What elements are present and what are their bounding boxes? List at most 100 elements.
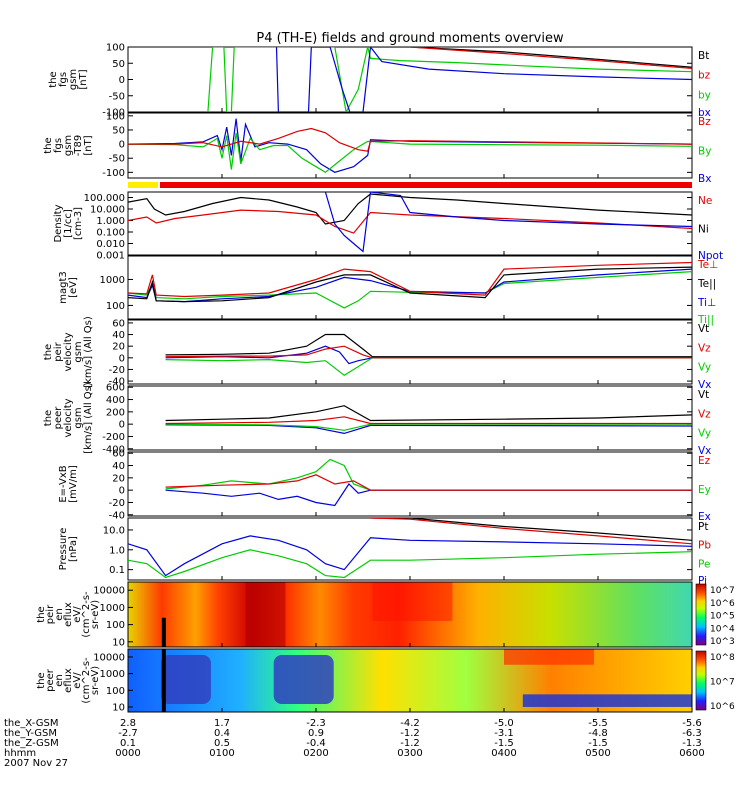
- series-line-Bx: [128, 118, 692, 173]
- footer-value: -5.6: [682, 718, 702, 729]
- y-tick-label: -400: [102, 444, 125, 455]
- series-line-By: [128, 132, 692, 174]
- y-axis-label-line: the: [36, 672, 47, 688]
- y-tick-label: 0: [119, 420, 125, 431]
- series-line-Ti||: [128, 271, 692, 309]
- footer-row-label: the_Z-GSM: [4, 738, 59, 749]
- series-line-Te||: [128, 266, 692, 303]
- series-line-Te⊥: [128, 261, 692, 298]
- y-axis-label-line: peir: [45, 604, 56, 624]
- series-line-Ey: [165, 458, 692, 491]
- colorbar-tick-label: 10^8: [710, 653, 735, 663]
- colorbar: [695, 583, 707, 646]
- y-axis-label-line: eflux: [63, 668, 74, 693]
- legend-Ez: Ez: [698, 455, 711, 467]
- footer-value: 0100: [209, 748, 234, 759]
- spectrogram-feature: [372, 582, 453, 621]
- footer-value: 0.9: [308, 728, 324, 739]
- y-axis-label-line: gsm: [73, 341, 84, 362]
- y-tick-label: 100: [106, 686, 125, 697]
- series-line-Vt: [165, 333, 692, 358]
- footer-value: -3.1: [494, 728, 514, 739]
- y-axis-label-line: eflux: [63, 602, 74, 627]
- plot-title: P4 (TH-E) fields and ground moments over…: [256, 31, 564, 46]
- y-axis-label-line: Density: [53, 204, 64, 242]
- y-axis-label: Density [1/cc] [cm-3]: [53, 204, 84, 242]
- spectrogram-feature: [273, 655, 334, 704]
- legend-Bz: Bz: [698, 116, 711, 128]
- y-tick-label: 0: [119, 140, 125, 151]
- y-tick-label: 0.100: [96, 227, 125, 238]
- y-axis-label-line: sr-eV): [90, 600, 101, 629]
- y-tick-label: 40: [112, 461, 125, 472]
- series-line-Ni: [128, 193, 692, 225]
- colorbar-tick-label: 10^6: [710, 702, 735, 712]
- y-tick-label: -100: [102, 168, 125, 179]
- colorbar-tick-label: 10^7: [710, 678, 735, 688]
- footer-value: 0600: [679, 748, 704, 759]
- series-line-Vx: [165, 345, 692, 365]
- y-axis-label-line: eV/: [72, 606, 83, 623]
- legend-Ti||: Ti||: [697, 314, 714, 326]
- y-axis-label-line: [eV]: [68, 277, 79, 298]
- y-tick-label: 20: [112, 342, 125, 353]
- y-axis-label: magt3 [eV]: [58, 271, 79, 304]
- series-group: [165, 405, 692, 435]
- footer-value: -2.7: [118, 728, 138, 739]
- data-gap-marker: [161, 617, 166, 647]
- y-axis-label-line: fgs: [58, 72, 69, 87]
- series-line-Vx: [165, 424, 692, 435]
- series-line-Vy: [165, 357, 692, 377]
- y-axis-label-line: -T89: [73, 135, 84, 157]
- legend-Pb: Pb: [698, 540, 711, 552]
- y-axis-label-line: [nT]: [83, 135, 94, 155]
- y-axis-label: the peir velocity gsm [km/s] (All Qs): [43, 316, 94, 388]
- legend-Pt: Pt: [698, 521, 708, 533]
- y-axis-label-line: gsm: [68, 69, 79, 90]
- legend-Bx: Bx: [698, 173, 711, 185]
- y-tick-label: 50: [112, 59, 125, 70]
- y-tick-label: -20: [109, 365, 125, 376]
- y-axis-label-line: en: [54, 674, 65, 687]
- series-group: [165, 333, 692, 377]
- footer-value: 0.4: [214, 728, 230, 739]
- y-tick-label: 10.0: [103, 525, 125, 536]
- legend-Vx: Vx: [698, 445, 711, 457]
- y-tick-label: 400: [106, 395, 125, 406]
- y-axis-label-line: [mV/m]: [68, 465, 79, 503]
- y-tick-label: -200: [102, 432, 125, 443]
- colorbar-tick-label: 10^5: [710, 612, 735, 622]
- panel-frame: [127, 319, 693, 385]
- y-axis-label-line: fgs: [53, 138, 64, 153]
- legend-Vy: Vy: [698, 428, 711, 440]
- y-tick-label: -40: [109, 377, 125, 388]
- y-tick-label: -50: [109, 154, 125, 165]
- footer-value: -5.5: [588, 718, 608, 729]
- panel-temperature: 1000 100 magt3 [eV] Te⊥ Te|| Ti⊥ Ti||: [58, 255, 718, 326]
- series-line-Ez: [165, 474, 692, 491]
- y-axis-label: the peer velocity gsm [km/s] (All Qs): [43, 382, 94, 454]
- series-group: [128, 192, 692, 253]
- panel-frame: [127, 46, 693, 113]
- legend-Vx: Vx: [698, 379, 711, 391]
- y-axis-label-line: gsm: [63, 135, 74, 156]
- y-axis-label-line: peer: [45, 668, 56, 692]
- panel-fgs_t89: 100 50 0 -50 -100 the fgs gsm -T89 [nT] Bz By Bx: [43, 111, 711, 185]
- footer-value: 0.5: [214, 738, 230, 749]
- series-line-Pb: [370, 518, 692, 545]
- legend-Ex: Ex: [698, 511, 711, 523]
- spectrogram-feature: [245, 582, 286, 647]
- y-tick-label: 1000: [100, 275, 125, 286]
- y-axis-label-line: [nT]: [78, 69, 89, 89]
- series-group: [128, 261, 692, 309]
- series-line-Vt: [165, 405, 692, 422]
- legend-Pe: Pe: [698, 558, 710, 570]
- legend-By: By: [698, 146, 711, 158]
- y-tick-label: 1.000: [96, 216, 125, 227]
- footer-value: 0500: [585, 748, 610, 759]
- y-tick-label: 600: [106, 383, 125, 394]
